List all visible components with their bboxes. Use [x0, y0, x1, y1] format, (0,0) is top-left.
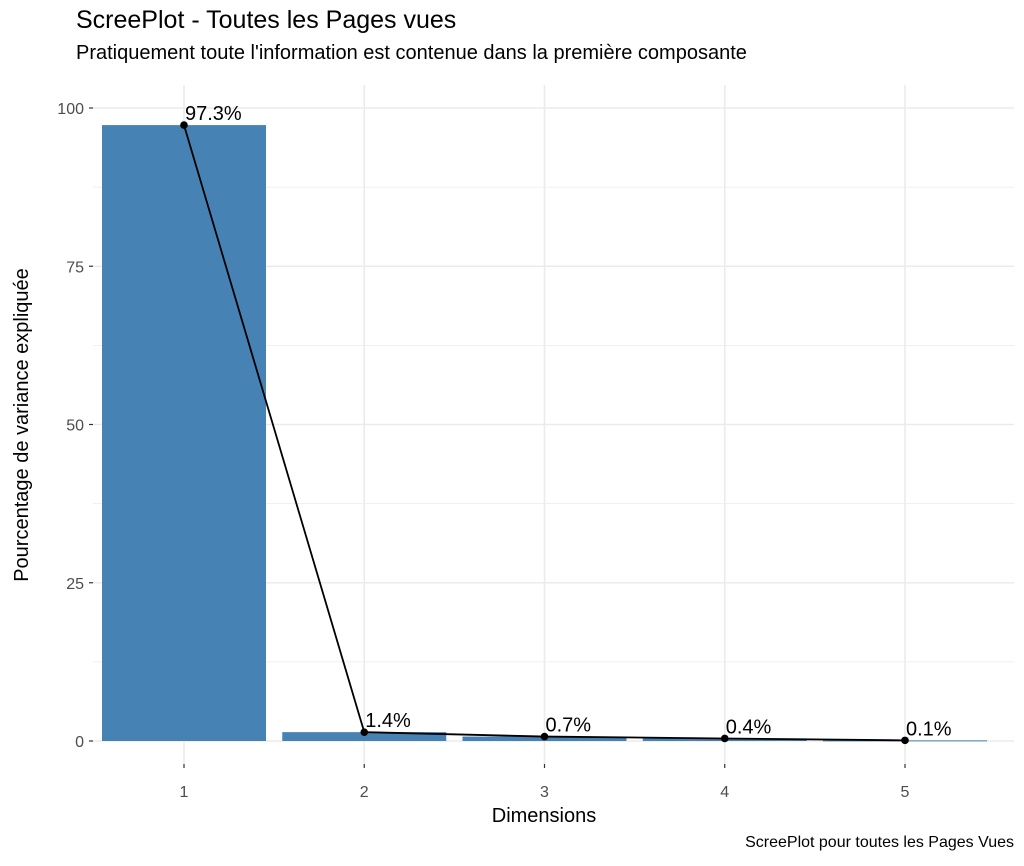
x-tick-label: 3	[540, 784, 549, 801]
y-tick-label: 25	[66, 576, 84, 593]
y-tick-label: 100	[57, 101, 84, 118]
tick-layer: 0 25 50 75 100 1 2 3 4 5	[57, 101, 909, 801]
x-axis-title: Dimensions	[492, 805, 596, 827]
data-label: 0.1%	[906, 718, 952, 740]
data-label: 1.4%	[365, 710, 411, 732]
chart-caption: ScreePlot pour toutes les Pages Vues	[745, 834, 1014, 851]
x-tick-label: 2	[360, 784, 369, 801]
label-layer: 97.3% 1.4% 0.7% 0.4% 0.1%	[185, 103, 952, 740]
y-tick-label: 0	[75, 734, 84, 751]
x-tick-label: 4	[720, 784, 729, 801]
line-layer	[180, 121, 909, 745]
data-point	[540, 732, 549, 741]
data-label: 97.3%	[185, 103, 242, 125]
y-tick-label: 75	[66, 259, 84, 276]
bar	[102, 125, 266, 741]
data-label: 0.4%	[726, 716, 772, 738]
data-point	[901, 736, 909, 745]
data-point	[720, 734, 729, 743]
data-point	[180, 121, 188, 129]
chart-subtitle: Pratiquement toute l'information est con…	[76, 42, 747, 64]
x-tick-label: 5	[901, 784, 910, 801]
bar	[282, 732, 447, 741]
y-axis-title: Pourcentage de variance expliquée	[11, 268, 33, 582]
chart-title: ScreePlot - Toutes les Pages vues	[76, 6, 457, 34]
data-label: 0.7%	[546, 715, 592, 737]
x-tick-label: 1	[180, 784, 189, 801]
data-point	[360, 728, 369, 736]
y-tick-label: 50	[66, 418, 84, 435]
